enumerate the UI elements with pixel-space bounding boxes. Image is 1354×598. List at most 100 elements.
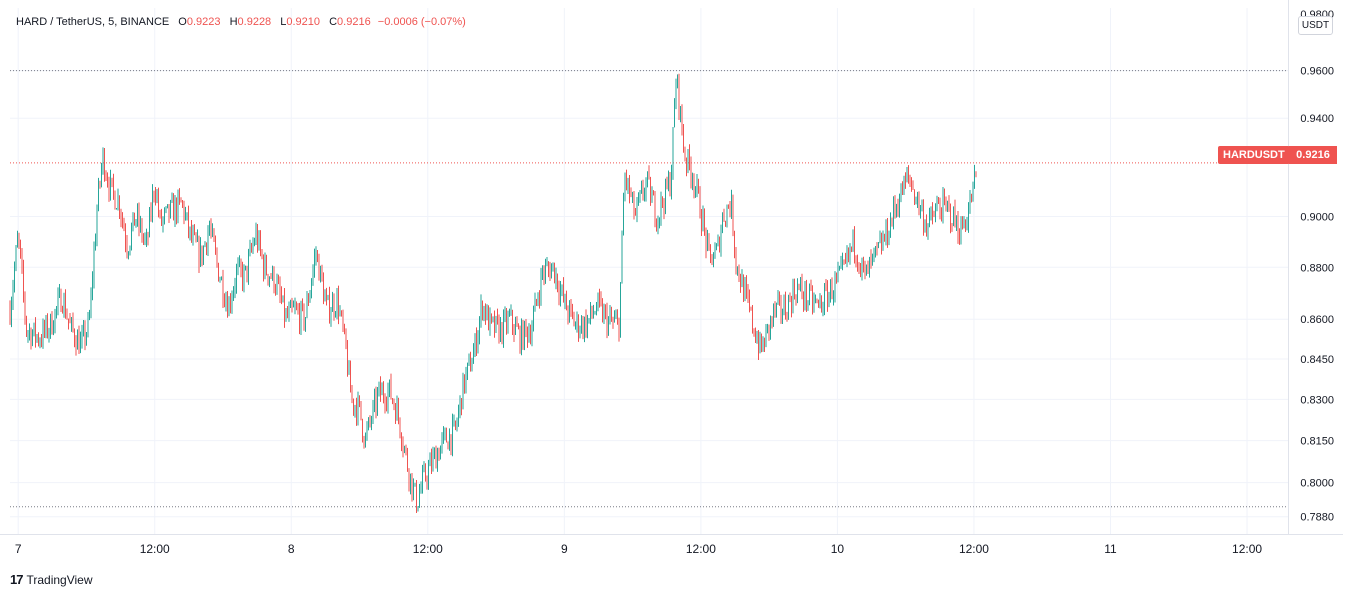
candle-body: [437, 452, 438, 469]
candle-body: [563, 286, 564, 301]
price-tick-label: 0.8800: [1300, 262, 1334, 274]
candle-body: [123, 221, 125, 231]
candle-body: [458, 410, 459, 423]
currency-badge[interactable]: USDT: [1298, 16, 1333, 35]
candle-body: [573, 314, 575, 327]
candle-body: [633, 192, 635, 215]
candle-body: [120, 212, 122, 219]
candle-body: [468, 357, 470, 363]
candle-body: [545, 265, 546, 277]
candle-body: [12, 286, 14, 304]
candle-body: [821, 300, 822, 310]
symbol-name[interactable]: HARD / TetherUS, 5, BINANCE: [16, 16, 170, 28]
candle-body: [393, 401, 395, 407]
candle-body: [279, 283, 281, 295]
tradingview-brand[interactable]: 17 TradingView: [10, 572, 93, 587]
price-tick-label: 0.9400: [1300, 113, 1334, 125]
candle-body: [701, 217, 702, 229]
candle-body: [177, 194, 179, 218]
candle-body: [72, 318, 74, 331]
candle-body: [29, 329, 30, 333]
high-value: 0.9228: [237, 16, 272, 28]
candle-body: [257, 229, 258, 248]
candle-body: [113, 180, 114, 192]
candle-body: [96, 209, 98, 240]
candle-body: [23, 267, 24, 295]
candle-body: [837, 270, 839, 278]
candle-body: [156, 195, 158, 199]
candle-body: [647, 173, 648, 180]
candle-body: [195, 233, 197, 242]
candle-body: [557, 273, 558, 289]
candle-body: [914, 189, 915, 203]
candle-body: [365, 434, 366, 446]
candle-body: [372, 403, 374, 421]
time-tick-label: 8: [288, 542, 295, 556]
candle-body: [477, 335, 479, 351]
candle-body: [42, 324, 44, 344]
candle-body: [851, 247, 852, 248]
candle-body: [317, 253, 318, 257]
candle-body: [665, 180, 666, 211]
candle-body: [386, 405, 387, 406]
candle-body: [185, 214, 186, 219]
candle-body: [176, 200, 177, 218]
candle-body: [507, 315, 509, 328]
candle-body: [819, 300, 821, 302]
candle-body: [281, 294, 282, 302]
candle-body: [776, 303, 777, 312]
candle-body: [284, 295, 285, 320]
candle-body: [354, 406, 356, 411]
candle-body: [950, 205, 951, 226]
close-label: C: [329, 16, 338, 28]
candle-body: [122, 218, 123, 222]
candle-body: [804, 285, 806, 304]
candle-body: [648, 173, 650, 179]
candle-body: [744, 283, 746, 300]
candle-body: [707, 237, 708, 250]
candle-body: [699, 189, 701, 218]
candle-body: [569, 303, 570, 318]
candle-body: [783, 300, 785, 315]
candle-body: [516, 323, 518, 327]
candle-body: [26, 317, 27, 335]
candle-body: [834, 275, 836, 295]
candle-body: [407, 451, 408, 471]
candle-body: [684, 150, 686, 160]
candle-body: [695, 189, 696, 191]
candle-body: [459, 398, 461, 411]
candle-body: [788, 297, 789, 320]
candle-body: [189, 227, 191, 233]
candle-body: [653, 194, 654, 196]
candle-body: [252, 244, 254, 250]
candle-body: [690, 164, 692, 182]
open-value: 0.9223: [186, 16, 221, 28]
candle-body: [602, 302, 603, 321]
candle-body: [401, 434, 402, 446]
candle-body: [587, 319, 588, 335]
candle-body: [18, 237, 20, 241]
candle-body: [786, 316, 788, 320]
candle-body: [302, 303, 303, 306]
price-tick-label: 0.8600: [1300, 314, 1334, 326]
candle-body: [441, 437, 443, 447]
candle-body: [203, 246, 204, 263]
candle-body: [549, 268, 551, 279]
candle-body: [162, 218, 164, 225]
candle-body: [173, 198, 174, 221]
candle-body: [881, 238, 882, 250]
candle-body: [582, 319, 584, 335]
candle-body: [798, 285, 800, 288]
candle-body: [903, 178, 905, 195]
candle-body: [785, 300, 786, 317]
candle-body: [59, 290, 60, 296]
candle-body: [660, 198, 662, 218]
candle-body: [539, 298, 540, 301]
candle-body: [405, 447, 407, 452]
candle-body: [876, 246, 878, 247]
candle-body: [51, 314, 53, 334]
candle-body: [105, 176, 107, 179]
candle-body: [234, 285, 236, 291]
candle-body: [75, 342, 77, 350]
